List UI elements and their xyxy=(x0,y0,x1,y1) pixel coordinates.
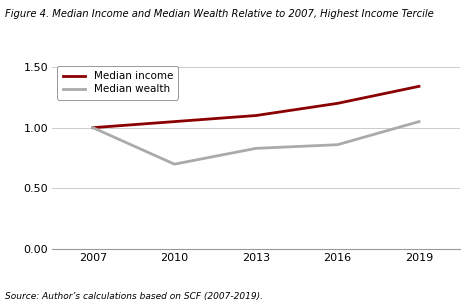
Median wealth xyxy=(90,126,96,130)
Median wealth xyxy=(253,147,259,150)
Text: Figure 4. Median Income and Median Wealth Relative to 2007, Highest Income Terci: Figure 4. Median Income and Median Wealt… xyxy=(5,9,434,19)
Median income xyxy=(253,114,259,117)
Line: Median income: Median income xyxy=(93,86,419,128)
Median income xyxy=(90,126,96,130)
Median wealth xyxy=(172,162,177,166)
Line: Median wealth: Median wealth xyxy=(93,122,419,164)
Median income xyxy=(335,102,340,105)
Median wealth xyxy=(335,143,340,147)
Median income xyxy=(416,85,422,88)
Text: Source: Author’s calculations based on SCF (2007-2019).: Source: Author’s calculations based on S… xyxy=(5,292,263,301)
Legend: Median income, Median wealth: Median income, Median wealth xyxy=(57,66,178,99)
Median income xyxy=(172,120,177,123)
Median wealth xyxy=(416,120,422,123)
